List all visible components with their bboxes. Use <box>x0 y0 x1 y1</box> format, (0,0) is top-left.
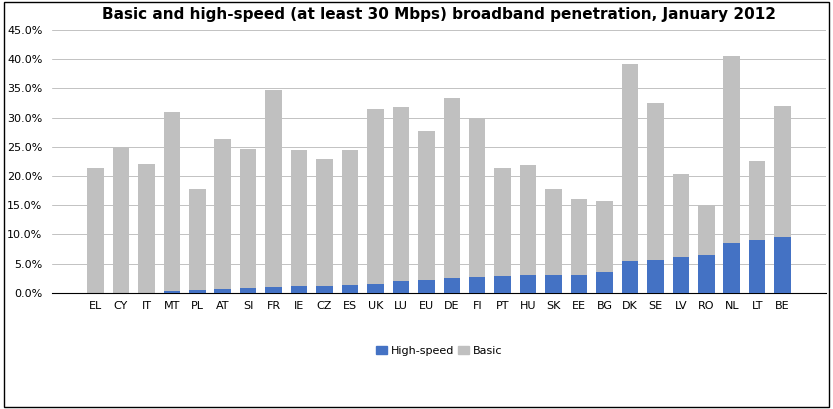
Bar <box>342 150 358 285</box>
Bar <box>495 169 511 276</box>
Bar <box>392 281 409 293</box>
Bar <box>266 287 282 293</box>
Legend: High-speed, Basic: High-speed, Basic <box>376 346 502 356</box>
Bar <box>189 189 206 290</box>
Bar <box>214 290 231 293</box>
Bar <box>672 257 689 293</box>
Bar <box>775 106 791 237</box>
Bar <box>163 112 180 291</box>
Bar <box>520 165 536 275</box>
Bar <box>749 162 766 240</box>
Bar <box>672 174 689 257</box>
Bar <box>520 275 536 293</box>
Bar <box>189 290 206 293</box>
Bar <box>571 200 587 275</box>
Bar <box>698 205 715 255</box>
Bar <box>546 189 561 275</box>
Bar <box>87 168 104 293</box>
Title: Basic and high-speed (at least 30 Mbps) broadband penetration, January 2012: Basic and high-speed (at least 30 Mbps) … <box>102 7 776 22</box>
Bar <box>546 275 561 293</box>
Bar <box>698 255 715 293</box>
Bar <box>291 286 307 293</box>
Bar <box>342 285 358 293</box>
Bar <box>317 286 333 293</box>
Bar <box>367 283 384 293</box>
Bar <box>749 240 766 293</box>
Bar <box>367 109 384 283</box>
Bar <box>571 275 587 293</box>
Bar <box>418 131 435 280</box>
Bar <box>621 64 638 261</box>
Bar <box>647 260 664 293</box>
Bar <box>266 90 282 287</box>
Bar <box>240 288 257 293</box>
Bar <box>214 139 231 290</box>
Bar <box>163 291 180 293</box>
Bar <box>469 118 486 277</box>
Bar <box>723 243 740 293</box>
Bar <box>469 277 486 293</box>
Bar <box>240 149 257 288</box>
Bar <box>392 107 409 281</box>
Bar <box>443 278 460 293</box>
Bar <box>775 237 791 293</box>
Bar <box>596 201 613 272</box>
Bar <box>621 261 638 293</box>
Bar <box>291 151 307 286</box>
Bar <box>443 99 460 278</box>
Bar <box>596 272 613 293</box>
Bar <box>723 56 740 243</box>
Bar <box>418 280 435 293</box>
Bar <box>138 164 155 293</box>
Bar <box>112 147 129 293</box>
Bar <box>317 159 333 286</box>
Bar <box>647 103 664 260</box>
Bar <box>495 276 511 293</box>
